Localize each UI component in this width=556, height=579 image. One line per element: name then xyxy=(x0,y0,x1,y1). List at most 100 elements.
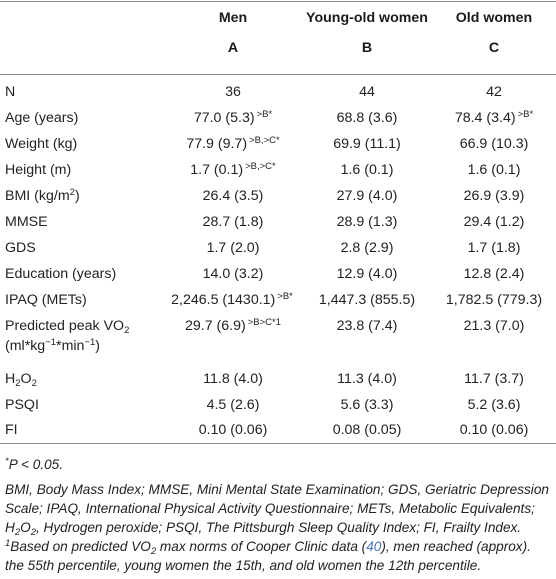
cell-men: 26.4 (3.5) xyxy=(202,188,264,204)
footnote-subscript: 2 xyxy=(150,546,157,557)
table-row-bmi: BMI (kg/m2) 26.4 (3.5) 27.9 (4.0) 26.9 (… xyxy=(0,187,556,213)
row-label: Weight (kg) xyxy=(5,136,78,152)
footnote-text: Based on predicted VO xyxy=(10,539,151,554)
footnote-abbreviations-line-1: BMI, Body Mass Index; MMSE, Mini Mental … xyxy=(5,482,549,497)
cell-young-old-women: 68.8 (3.6) xyxy=(336,110,398,126)
cell-old-women: 78.4 (3.4) >B* xyxy=(436,109,552,129)
table-row-n: N 36 44 42 xyxy=(0,83,556,109)
row-label: Age (years) xyxy=(5,110,79,126)
label-subscript: 2 xyxy=(124,325,130,336)
cell-young-old-women: 27.9 (4.0) xyxy=(336,188,398,204)
table-row-gds: GDS 1.7 (2.0) 2.8 (2.9) 1.7 (1.8) xyxy=(0,239,556,265)
cell-men: 36 xyxy=(225,84,241,100)
table-bottom-rule xyxy=(0,443,556,444)
footnote-subscript: 2 xyxy=(30,527,36,538)
header-col-old-women: Old women C xyxy=(436,10,552,57)
cell-old-women: 1,782.5 (779.3) xyxy=(445,292,543,308)
cell-old-women: 5.2 (3.6) xyxy=(467,397,521,413)
cell-old-women: 11.7 (3.7) xyxy=(464,371,524,387)
label-superscript: −1 xyxy=(45,337,57,348)
header-col-men-letter: A xyxy=(227,40,239,56)
cell-men: 29.7 (6.9) >B>C*1 xyxy=(170,317,296,337)
cell-value: 77.9 (9.7) xyxy=(186,136,248,152)
label-superscript: 2 xyxy=(69,187,75,198)
cell-value: 77.0 (5.3) xyxy=(193,110,255,126)
row-label: Predicted peak VO2 (ml*kg−1*min−1) xyxy=(5,317,129,357)
row-label: Education (years) xyxy=(5,266,117,282)
row-label: GDS xyxy=(5,240,36,256)
cell-value: 1.7 (0.1) xyxy=(190,162,244,178)
row-label: Height (m) xyxy=(5,162,72,178)
cell-young-old-women: 5.6 (3.3) xyxy=(340,397,394,413)
cell-young-old-women: 44 xyxy=(359,84,375,100)
footnote-note-line-2: the 55th percentile, young women the 15t… xyxy=(5,558,482,573)
header-col-old-women-name: Old women xyxy=(455,10,533,26)
row-label: MMSE xyxy=(5,214,48,230)
citation-link[interactable]: 40 xyxy=(366,539,382,554)
cell-men: 77.9 (9.7) >B,>C* xyxy=(170,135,296,155)
footnote-abbreviations-line-2: Scale; IPAQ, International Physical Acti… xyxy=(5,501,535,516)
header-col-young-old-women-name: Young-old women xyxy=(306,10,428,26)
row-label: N xyxy=(5,84,16,100)
footnote-significance: *P < 0.05. xyxy=(5,455,63,476)
label-text: (ml*kg xyxy=(5,338,46,354)
label-text: *min xyxy=(56,338,85,354)
significance-superscript: >B* xyxy=(277,291,293,302)
table-row-ipaq: IPAQ (METs) 2,246.5 (1430.1) >B* 1,447.3 … xyxy=(0,291,556,317)
cell-old-women: 26.9 (3.9) xyxy=(463,188,525,204)
footnote-text: max norms of Cooper Clinic data ( xyxy=(156,539,367,554)
table-row-weight: Weight (kg) 77.9 (9.7) >B,>C* 69.9 (11.1)… xyxy=(0,135,556,161)
cell-old-women: 1.6 (0.1) xyxy=(467,162,521,178)
cell-young-old-women: 28.9 (1.3) xyxy=(336,214,398,230)
header-col-young-old-women-letter: B xyxy=(361,40,373,56)
significance-superscript: >B,>C* xyxy=(245,161,276,172)
significance-superscript: >B>C*1 xyxy=(247,317,281,328)
cell-men: 28.7 (1.8) xyxy=(202,214,264,230)
table-row-education: Education (years) 14.0 (3.2) 12.9 (4.0) … xyxy=(0,265,556,291)
header-col-old-women-letter: C xyxy=(488,40,500,56)
footnote-subscript: 2 xyxy=(14,527,21,538)
cell-young-old-women: 69.9 (11.1) xyxy=(333,136,401,152)
table-row-psqi: PSQI 4.5 (2.6) 5.6 (3.3) 5.2 (3.6) xyxy=(0,396,556,422)
row-label: FI xyxy=(5,422,18,438)
significance-superscript: >B,>C* xyxy=(249,135,280,146)
cell-young-old-women: 1,447.3 (855.5) xyxy=(318,292,416,308)
table-row-vo2: Predicted peak VO2 (ml*kg−1*min−1) 29.7 … xyxy=(0,317,556,363)
label-text: ) xyxy=(74,188,80,204)
header-col-young-old-women: Young-old women B xyxy=(300,10,434,57)
row-label: PSQI xyxy=(5,397,39,413)
table-row-fi: FI 0.10 (0.06) 0.08 (0.05) 0.10 (0.06) xyxy=(0,421,556,447)
cell-old-women: 21.3 (7.0) xyxy=(463,318,525,334)
cell-men: 4.5 (2.6) xyxy=(206,397,260,413)
label-text: H xyxy=(5,371,16,387)
table-row-age: Age (years) 77.0 (5.3) >B* 68.8 (3.6) 78.… xyxy=(0,109,556,135)
row-label: H2O2 xyxy=(5,370,37,390)
cell-men: 1.7 (2.0) xyxy=(206,240,260,256)
table-row-mmse: MMSE 28.7 (1.8) 28.9 (1.3) 29.4 (1.2) xyxy=(0,213,556,239)
cell-men: 14.0 (3.2) xyxy=(202,266,264,282)
header-col-men: Men A xyxy=(170,10,296,57)
cell-young-old-women: 12.9 (4.0) xyxy=(336,266,398,282)
significance-superscript: >B* xyxy=(256,109,273,120)
footnote-text: H xyxy=(5,520,15,535)
cell-old-women: 29.4 (1.2) xyxy=(463,214,525,230)
header-col-men-name: Men xyxy=(218,10,248,26)
footnote-abbreviations-line-3: H2O2, Hydrogen peroxide; PSQI, The Pitts… xyxy=(5,518,521,539)
footnote-text: P < 0.05. xyxy=(8,457,63,472)
cell-value: 29.7 (6.9) xyxy=(184,318,246,334)
footnote-text: ), men reached (approx). xyxy=(381,539,531,554)
label-text: O xyxy=(20,371,32,387)
label-subscript: 2 xyxy=(15,378,21,389)
cell-men: 11.8 (4.0) xyxy=(203,371,263,387)
label-text: ) xyxy=(95,338,101,354)
label-subscript: 2 xyxy=(31,378,37,389)
cell-value: 2,246.5 (1430.1) xyxy=(171,292,276,308)
significance-superscript: >B* xyxy=(517,109,534,120)
footnote-text: , Hydrogen peroxide; PSQI, The Pittsburg… xyxy=(36,520,522,535)
label-text: Predicted peak VO xyxy=(5,318,125,334)
footnote-marker: * xyxy=(5,456,9,467)
cell-old-women: 42 xyxy=(486,84,502,100)
footnote-marker: 1 xyxy=(5,538,11,549)
table-row-height: Height (m) 1.7 (0.1) >B,>C* 1.6 (0.1) 1.6… xyxy=(0,161,556,187)
